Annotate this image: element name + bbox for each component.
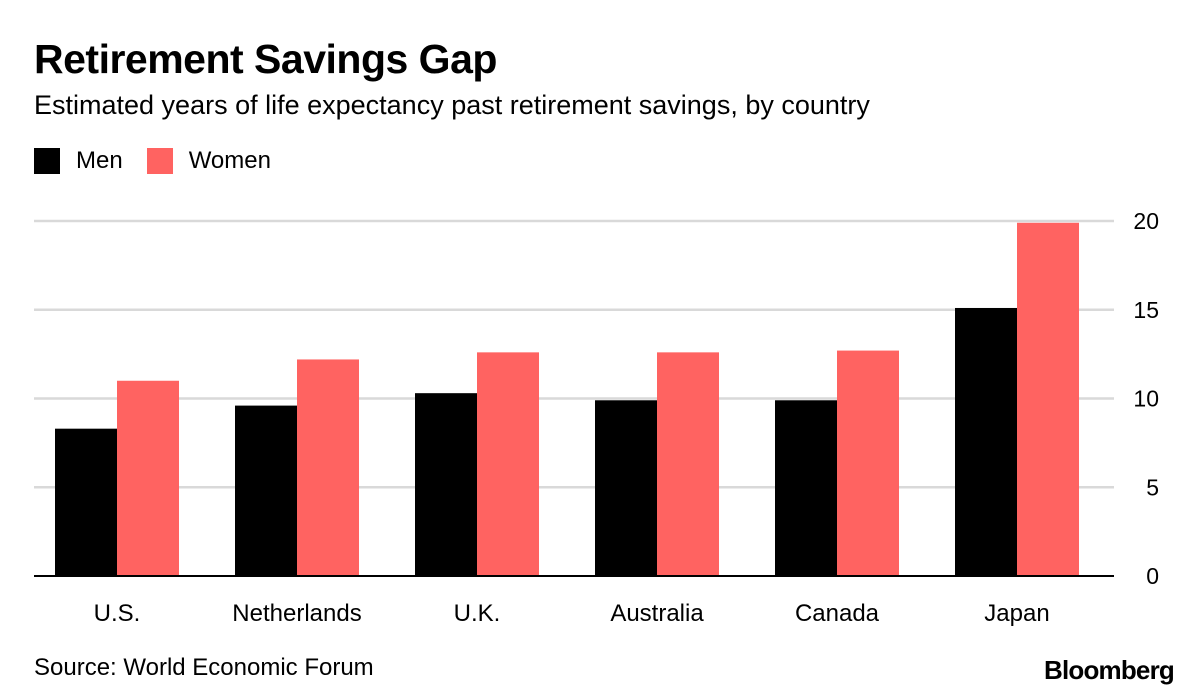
legend-label-women: Women [188, 147, 271, 174]
bar-men [235, 405, 297, 576]
source-note: Source: World Economic Forum [34, 654, 374, 681]
legend: Men Women [34, 146, 295, 176]
bar-women [117, 380, 179, 576]
legend-label-men: Men [76, 147, 123, 174]
y-tick-label: 10 [1133, 386, 1159, 412]
bar-men [415, 393, 477, 576]
x-tick-label: Canada [795, 600, 880, 627]
bar-women [837, 350, 899, 576]
legend-swatch-men [34, 148, 60, 174]
y-axis: 0 5 10 15 20 [1133, 208, 1159, 589]
bar-men [595, 400, 657, 576]
chart-title: Retirement Savings Gap [34, 36, 497, 82]
bar-women [297, 359, 359, 576]
bar-men [55, 428, 117, 576]
x-tick-label: U.S. [94, 600, 141, 627]
bar-women [657, 352, 719, 576]
legend-item-women: Women [146, 147, 271, 175]
x-tick-label: Australia [610, 600, 704, 627]
bar-women [477, 352, 539, 576]
x-tick-label: Japan [984, 600, 1049, 627]
bar-men [955, 307, 1017, 576]
bar-women [1017, 222, 1079, 576]
y-tick-label: 0 [1146, 563, 1159, 589]
legend-item-men: Men [34, 147, 123, 175]
y-tick-label: 20 [1133, 208, 1159, 234]
x-axis: U.S. Netherlands U.K. Australia Canada Japan [94, 600, 1050, 627]
y-tick-label: 15 [1133, 297, 1159, 323]
brand-logo: Bloomberg [1043, 655, 1175, 685]
chart-subtitle: Estimated years of life expectancy past … [34, 90, 870, 120]
bars [55, 222, 1079, 576]
y-tick-label: 5 [1146, 474, 1159, 500]
x-tick-label: U.K. [454, 600, 501, 627]
x-tick-label: Netherlands [232, 600, 361, 627]
legend-swatch-women [146, 148, 173, 174]
bar-men [775, 400, 837, 576]
gridlines [34, 219, 1114, 489]
